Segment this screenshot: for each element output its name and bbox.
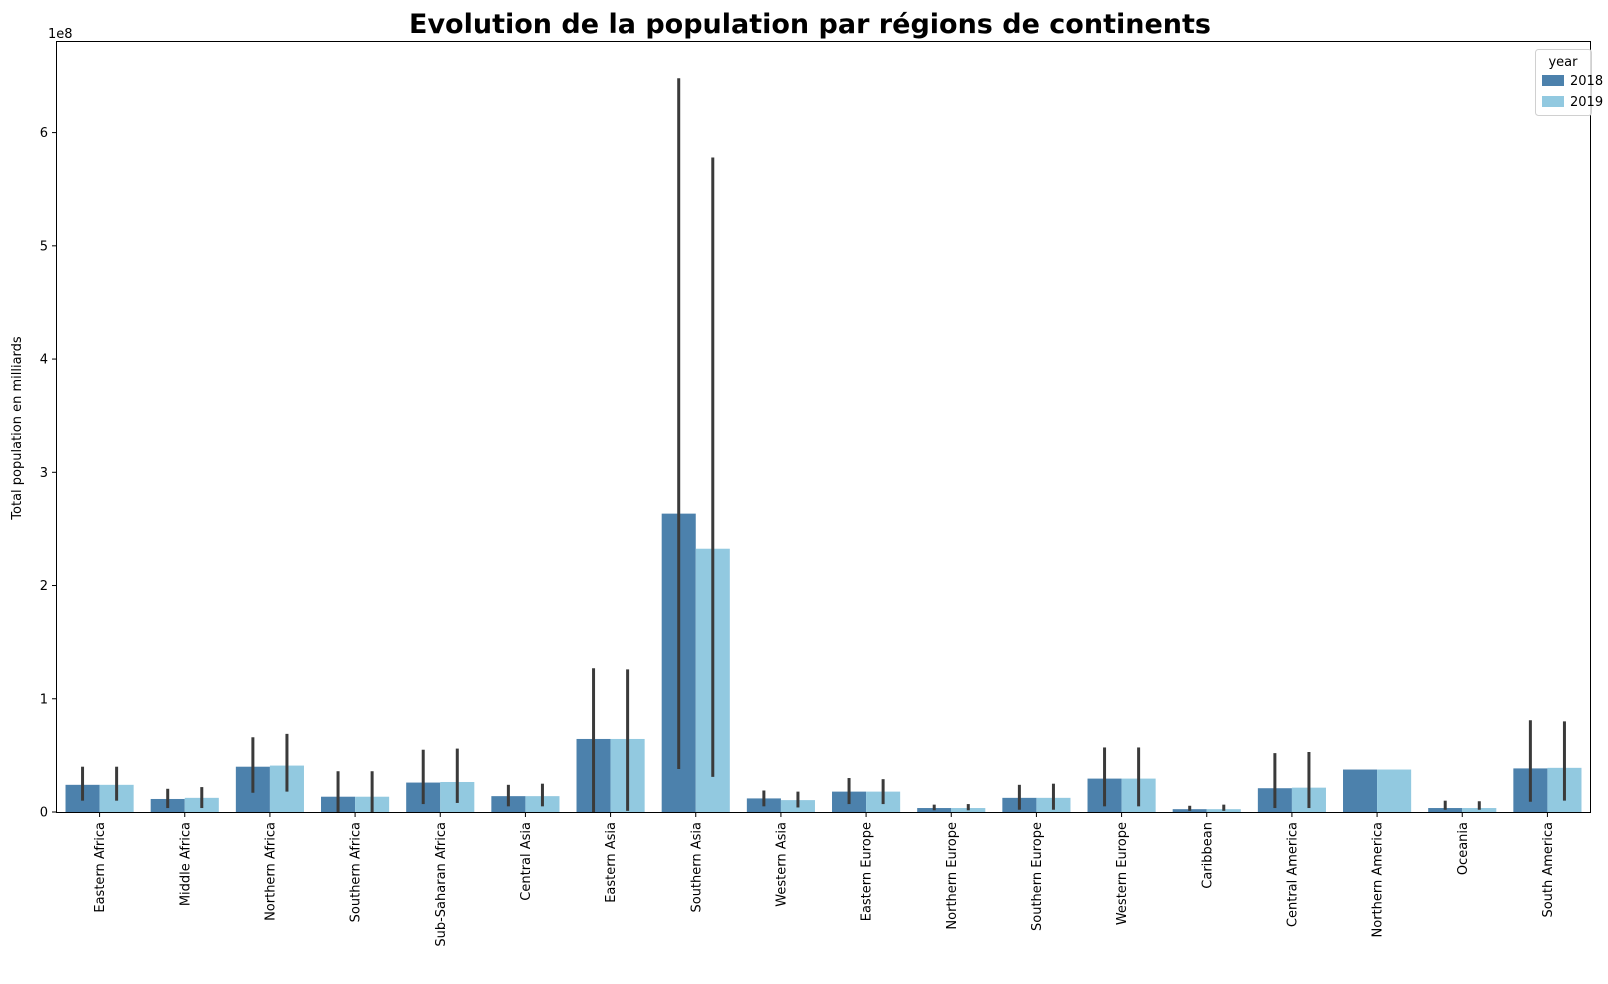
y-tick-label-1: 1 — [40, 692, 48, 707]
x-tick-label-sub-saharan-africa: Sub-Saharan Africa — [434, 822, 449, 947]
chart-title: Evolution de la population par régions d… — [409, 9, 1211, 40]
bar-oceania-2018 — [1428, 808, 1463, 812]
x-tick-label-central-america: Central America — [1285, 822, 1300, 927]
legend-swatch-2019 — [1542, 96, 1564, 107]
x-tick-label-middle-africa: Middle Africa — [178, 822, 193, 906]
y-axis-label: Total population en milliards — [10, 336, 25, 521]
x-tick-label-northern-europe: Northern Europe — [945, 822, 960, 930]
y-tick-label-0: 0 — [40, 806, 48, 821]
y-tick-label-5: 5 — [40, 239, 48, 254]
y-tick-label-6: 6 — [40, 126, 48, 141]
legend-label-2018: 2018 — [1570, 74, 1603, 89]
x-tick-label-caribbean: Caribbean — [1200, 822, 1215, 889]
plot-frame — [56, 41, 1591, 813]
bar-northern-america-2018 — [1343, 769, 1378, 812]
x-tick-label-eastern-europe: Eastern Europe — [860, 822, 875, 921]
x-tick-label-southern-asia: Southern Asia — [689, 822, 704, 913]
x-tick-label-central-asia: Central Asia — [519, 822, 534, 901]
x-tick-label-oceania: Oceania — [1456, 822, 1471, 875]
x-tick-label-northern-africa: Northern Africa — [263, 822, 278, 921]
y-axis: 0 1 2 3 4 5 6 — [40, 126, 57, 821]
legend-title: year — [1548, 55, 1578, 70]
x-tick-label-northern-america: Northern America — [1371, 822, 1386, 937]
bar-oceania-2019 — [1462, 808, 1497, 812]
legend: year 2018 2019 — [1535, 49, 1603, 116]
x-tick-label-eastern-africa: Eastern Africa — [93, 822, 108, 913]
x-tick-label-south-america: South America — [1541, 822, 1556, 918]
x-tick-label-western-asia: Western Asia — [774, 822, 789, 907]
x-tick-label-western-europe: Western Europe — [1115, 822, 1130, 925]
x-tick-label-southern-europe: Southern Europe — [1030, 822, 1045, 931]
legend-swatch-2018 — [1542, 75, 1564, 86]
x-tick-label-eastern-asia: Eastern Asia — [604, 822, 619, 903]
y-offset-text: 1e8 — [48, 27, 73, 42]
plot-area — [65, 78, 1582, 812]
x-tick-label-southern-africa: Southern Africa — [349, 822, 364, 922]
x-axis: Eastern Africa Middle Africa Northern Afri… — [93, 812, 1556, 947]
legend-label-2019: 2019 — [1570, 95, 1603, 110]
y-tick-label-3: 3 — [40, 466, 48, 481]
y-tick-label-4: 4 — [40, 353, 48, 368]
y-tick-label-2: 2 — [40, 579, 48, 594]
bar-northern-america-2019 — [1377, 769, 1412, 812]
